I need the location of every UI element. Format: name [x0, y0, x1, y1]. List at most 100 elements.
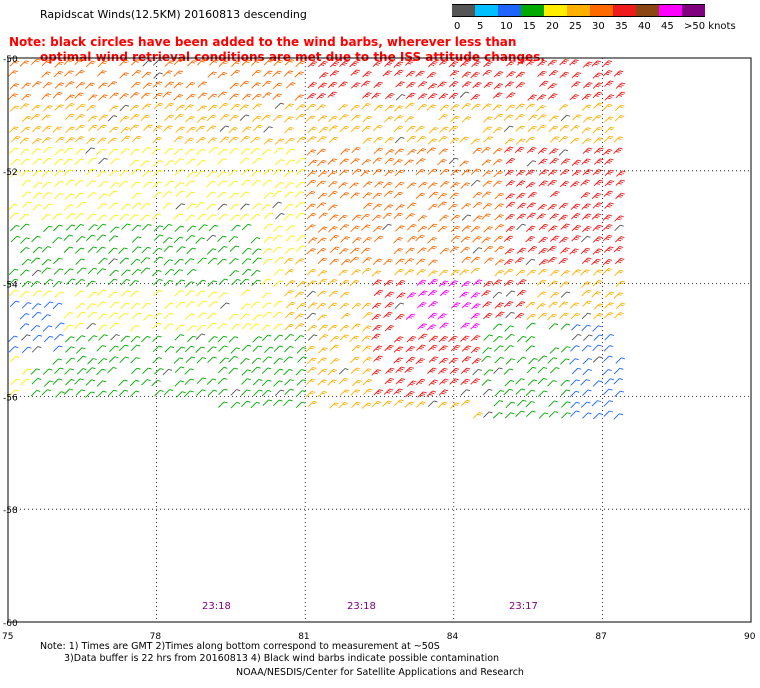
- wind-barb: [537, 291, 547, 298]
- wind-barb: [96, 234, 107, 241]
- wind-barb: [65, 379, 75, 386]
- wind-barb: [361, 102, 371, 110]
- wind-barb: [517, 202, 527, 210]
- wind-barb: [241, 59, 252, 66]
- wind-barb: [503, 235, 514, 243]
- wind-barb: [373, 289, 384, 297]
- wind-barb: [438, 269, 449, 276]
- wind-barb: [338, 402, 349, 409]
- wind-barb: [493, 71, 504, 78]
- wind-barb: [602, 268, 613, 275]
- wind-barb: [351, 303, 362, 310]
- wind-barb: [262, 399, 273, 406]
- wind-barb: [42, 290, 53, 297]
- wind-barb: [185, 214, 196, 222]
- wind-barb: [207, 257, 218, 265]
- wind-barb: [143, 181, 153, 188]
- wind-barb: [615, 302, 626, 310]
- wind-barb: [405, 70, 416, 78]
- wind-barb: [493, 147, 503, 155]
- wind-barb: [450, 302, 461, 309]
- wind-barb: [96, 137, 107, 144]
- wind-barb: [196, 357, 207, 364]
- wind-barb: [385, 149, 395, 156]
- wind-barb: [393, 357, 403, 364]
- wind-barb: [373, 389, 383, 396]
- wind-barb: [306, 93, 317, 100]
- wind-barb: [349, 335, 360, 343]
- wind-barb: [185, 148, 195, 156]
- wind-barb: [394, 69, 404, 77]
- wind-barb: [613, 292, 624, 299]
- wind-barb: [207, 71, 217, 78]
- wind-barb: [251, 248, 262, 255]
- wind-barb: [206, 180, 216, 188]
- wind-barb: [393, 336, 404, 343]
- wind-barb: [131, 367, 141, 375]
- wind-barb: [272, 311, 283, 319]
- wind-barb: [272, 70, 282, 78]
- wind-barb: [569, 302, 580, 309]
- wind-barb: [153, 92, 163, 100]
- wind-barb: [494, 389, 505, 397]
- wind-barb: [41, 93, 51, 100]
- wind-barb: [43, 380, 54, 387]
- wind-barb: [516, 213, 527, 220]
- wind-barb: [63, 147, 73, 154]
- wind-barb: [613, 413, 624, 420]
- wind-barb: [306, 103, 317, 111]
- wind-barb: [582, 61, 593, 68]
- wind-barb: [394, 399, 404, 406]
- wind-barb: [88, 124, 98, 132]
- wind-barb: [339, 248, 349, 255]
- wind-barb: [218, 213, 228, 221]
- wind-barb: [604, 126, 615, 134]
- wind-barb: [108, 202, 119, 209]
- wind-barb: [393, 115, 404, 122]
- wind-barb: [394, 136, 405, 144]
- wind-barb: [426, 147, 437, 154]
- wind-barb: [52, 378, 63, 385]
- wind-barb: [163, 389, 174, 396]
- wind-barb: [514, 146, 525, 154]
- wind-barb: [174, 258, 184, 266]
- wind-barb: [54, 82, 65, 89]
- wind-barb: [560, 379, 570, 387]
- wind-barb: [284, 323, 295, 331]
- wind-barb: [461, 169, 472, 176]
- wind-barb: [459, 291, 469, 298]
- wind-barb: [118, 312, 128, 320]
- wind-barb: [196, 377, 207, 384]
- wind-barb: [571, 324, 581, 331]
- wind-barb: [21, 93, 32, 101]
- wind-barb: [417, 103, 428, 111]
- wind-barb: [283, 368, 293, 376]
- wind-barb: [385, 92, 395, 100]
- wind-barb: [284, 103, 294, 110]
- wind-barb: [383, 279, 394, 287]
- wind-barb: [448, 92, 459, 100]
- wind-barb: [20, 269, 30, 276]
- wind-barb: [504, 81, 515, 88]
- wind-barb: [591, 60, 602, 67]
- wind-barb: [296, 245, 306, 252]
- wind-barb: [19, 323, 30, 330]
- wind-barb: [384, 377, 395, 385]
- wind-barb: [63, 169, 74, 176]
- wind-barb: [141, 379, 151, 386]
- wind-barb: [460, 182, 471, 189]
- wind-barb: [251, 180, 261, 187]
- wind-barb: [109, 92, 119, 99]
- wind-barb: [569, 59, 579, 66]
- wind-barb: [614, 224, 624, 232]
- wind-barb: [317, 257, 328, 265]
- wind-barb: [415, 169, 426, 176]
- wind-barb: [373, 136, 383, 143]
- wind-barb: [439, 378, 449, 385]
- wind-barb: [54, 158, 64, 166]
- wind-barb: [54, 104, 64, 111]
- wind-barb: [404, 366, 414, 374]
- wind-barb: [505, 92, 516, 99]
- wind-barb: [132, 312, 142, 319]
- wind-barb: [153, 225, 164, 232]
